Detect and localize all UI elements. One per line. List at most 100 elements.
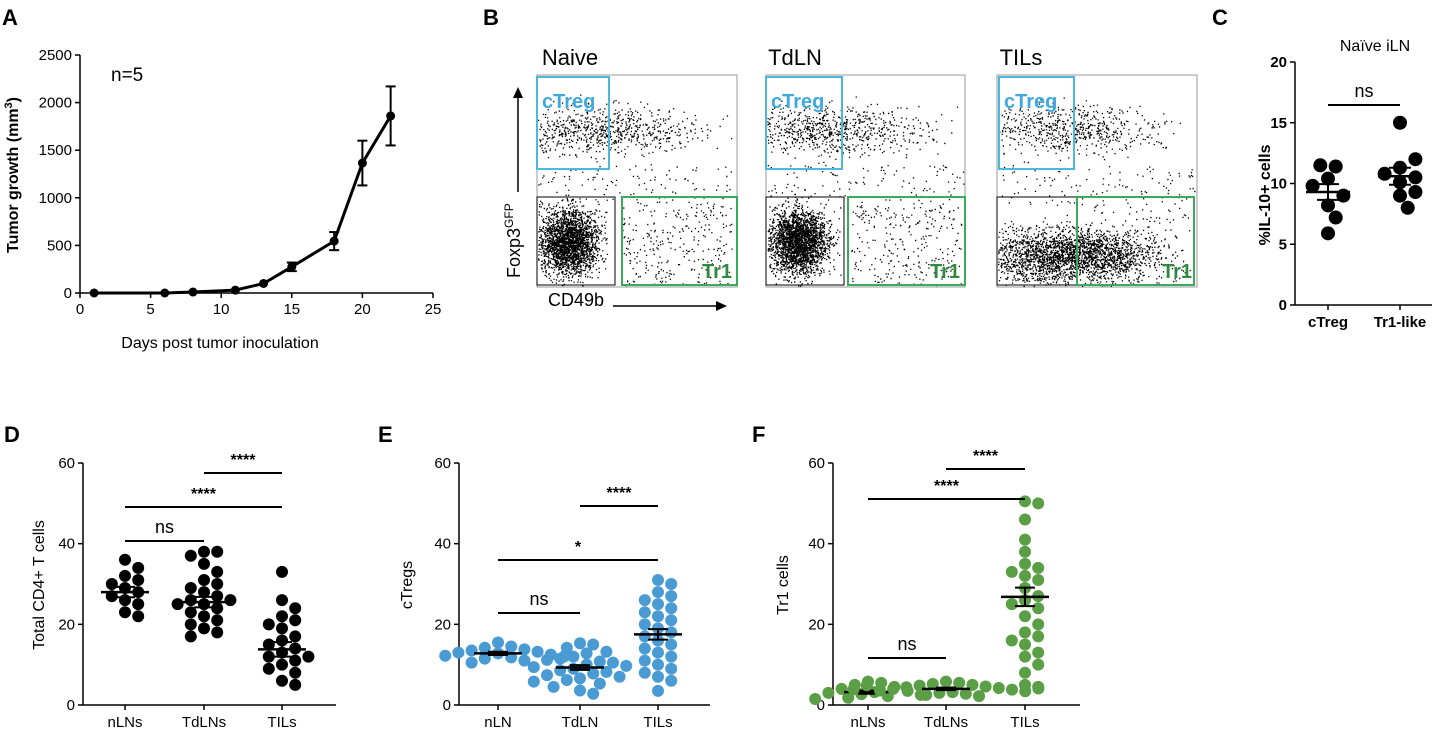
- data-point: [1393, 115, 1407, 130]
- data-point: [600, 645, 613, 658]
- data-point: [171, 598, 184, 611]
- panel-c-plot: 0 5 10 15 20 cTreg Tr1-like ns: [1270, 54, 1432, 331]
- flow-events: [998, 97, 1196, 288]
- panel-c: Naïve iLN %IL-10+ cells 0 5 10 15 20 cTreg Tr1…: [1257, 38, 1432, 331]
- panel-a-point: [230, 285, 240, 295]
- data-point: [119, 553, 131, 566]
- data-point: [587, 638, 600, 651]
- data-point: [211, 590, 224, 603]
- flow-y-arrowhead: [513, 87, 523, 98]
- data-point: [132, 610, 145, 623]
- panel-a-xtick-label: 15: [283, 301, 300, 318]
- ytick-label: 60: [58, 455, 75, 472]
- data-point: [860, 679, 873, 692]
- data-point: [887, 682, 900, 695]
- panel-a-xtick-label: 5: [146, 301, 154, 318]
- data-point: [224, 594, 237, 607]
- data-point: [652, 586, 664, 599]
- panel-a-ytick-label: 2000: [39, 95, 72, 112]
- category-label: nLNs: [107, 714, 142, 731]
- data-point: [959, 687, 972, 700]
- panel-e-ylabel: cTregs: [399, 561, 416, 609]
- ytick-label: 15: [1270, 115, 1287, 132]
- data-point: [1321, 226, 1335, 241]
- category-label: TdLN: [562, 714, 599, 731]
- data-point: [1400, 200, 1415, 215]
- data-point: [531, 645, 544, 658]
- panel-f: Tr1 cells 0 20 40 60 nLNs TdLNs TILs ns **** ****: [775, 448, 1080, 731]
- data-point: [638, 594, 651, 607]
- data-point: [567, 650, 580, 663]
- data-point: [620, 659, 633, 672]
- panel-a-xtick-label: 25: [425, 301, 442, 318]
- ytick-label: 0: [817, 697, 825, 714]
- category-label: TILs: [1010, 714, 1039, 731]
- data-point: [289, 614, 302, 627]
- data-point: [1305, 178, 1320, 193]
- data-point: [979, 680, 992, 693]
- data-point: [574, 684, 586, 697]
- data-point: [607, 656, 619, 669]
- data-point: [992, 682, 1005, 695]
- data-point: [1032, 680, 1045, 693]
- significance-label: ns: [897, 634, 916, 654]
- data-point: [465, 644, 478, 657]
- data-point: [547, 680, 560, 693]
- data-point: [465, 656, 478, 669]
- data-point: [638, 618, 651, 631]
- panel-a-ytick-label: 0: [64, 285, 72, 302]
- panel-f-plot: 0 20 40 60 nLNs TdLNs TILs ns **** ****: [808, 448, 1080, 731]
- data-point: [665, 578, 678, 590]
- data-point: [1005, 634, 1018, 647]
- data-point: [652, 684, 664, 697]
- data-point: [505, 640, 518, 653]
- data-point: [1019, 626, 1031, 639]
- flow-plot-naive: cTreg Tr1: [536, 74, 738, 288]
- panel-a-ylabel: Tumor growth (mm3): [3, 97, 22, 253]
- data-point: [665, 638, 678, 651]
- ctreg-gate: [998, 76, 1075, 170]
- negative-gate: [765, 196, 845, 286]
- category-label: TILs: [643, 714, 672, 731]
- ytick-label: 40: [58, 536, 75, 553]
- ytick-label: 20: [434, 616, 451, 633]
- panel-d: Total CD4+ T cells 0 20 40 60 nLNs TdLNs TILs n…: [31, 452, 336, 731]
- data-point: [276, 658, 288, 671]
- data-point: [1032, 497, 1045, 510]
- data-point: [119, 606, 131, 619]
- data-point: [953, 676, 966, 689]
- panel-label-b: B: [483, 5, 499, 30]
- data-point: [198, 557, 210, 570]
- data-point: [276, 622, 288, 635]
- data-point: [198, 573, 210, 586]
- flow-plot-frame: [765, 74, 966, 288]
- panel-a-point: [259, 278, 269, 288]
- significance-label: ****: [231, 452, 257, 469]
- panel-c-title: Naïve iLN: [1340, 38, 1410, 55]
- tr1-gate-label: Tr1: [930, 261, 960, 283]
- ytick-label: 40: [808, 536, 825, 553]
- panel-a-series-line: [94, 115, 392, 295]
- data-point: [1321, 171, 1335, 186]
- panel-a-ytick-label: 1000: [39, 190, 72, 207]
- data-point: [1032, 618, 1045, 631]
- significance-label: ****: [607, 485, 633, 502]
- data-point: [1019, 678, 1031, 691]
- data-point: [600, 665, 613, 678]
- negative-gate: [536, 196, 616, 286]
- data-point: [262, 662, 275, 675]
- data-point: [1019, 545, 1031, 558]
- flow-title-tils: TILs: [1000, 45, 1043, 70]
- data-point: [1032, 646, 1045, 659]
- tr1-gate-label: Tr1: [1162, 261, 1192, 283]
- ytick-label: 60: [434, 455, 451, 472]
- data-point: [289, 666, 302, 679]
- panel-a-xtick-label: 0: [76, 301, 84, 318]
- data-point: [638, 606, 651, 619]
- data-point: [1019, 495, 1031, 508]
- data-point: [1005, 598, 1018, 611]
- data-point: [478, 652, 491, 665]
- panel-a-point: [160, 288, 170, 298]
- category-label: TILs: [267, 714, 296, 731]
